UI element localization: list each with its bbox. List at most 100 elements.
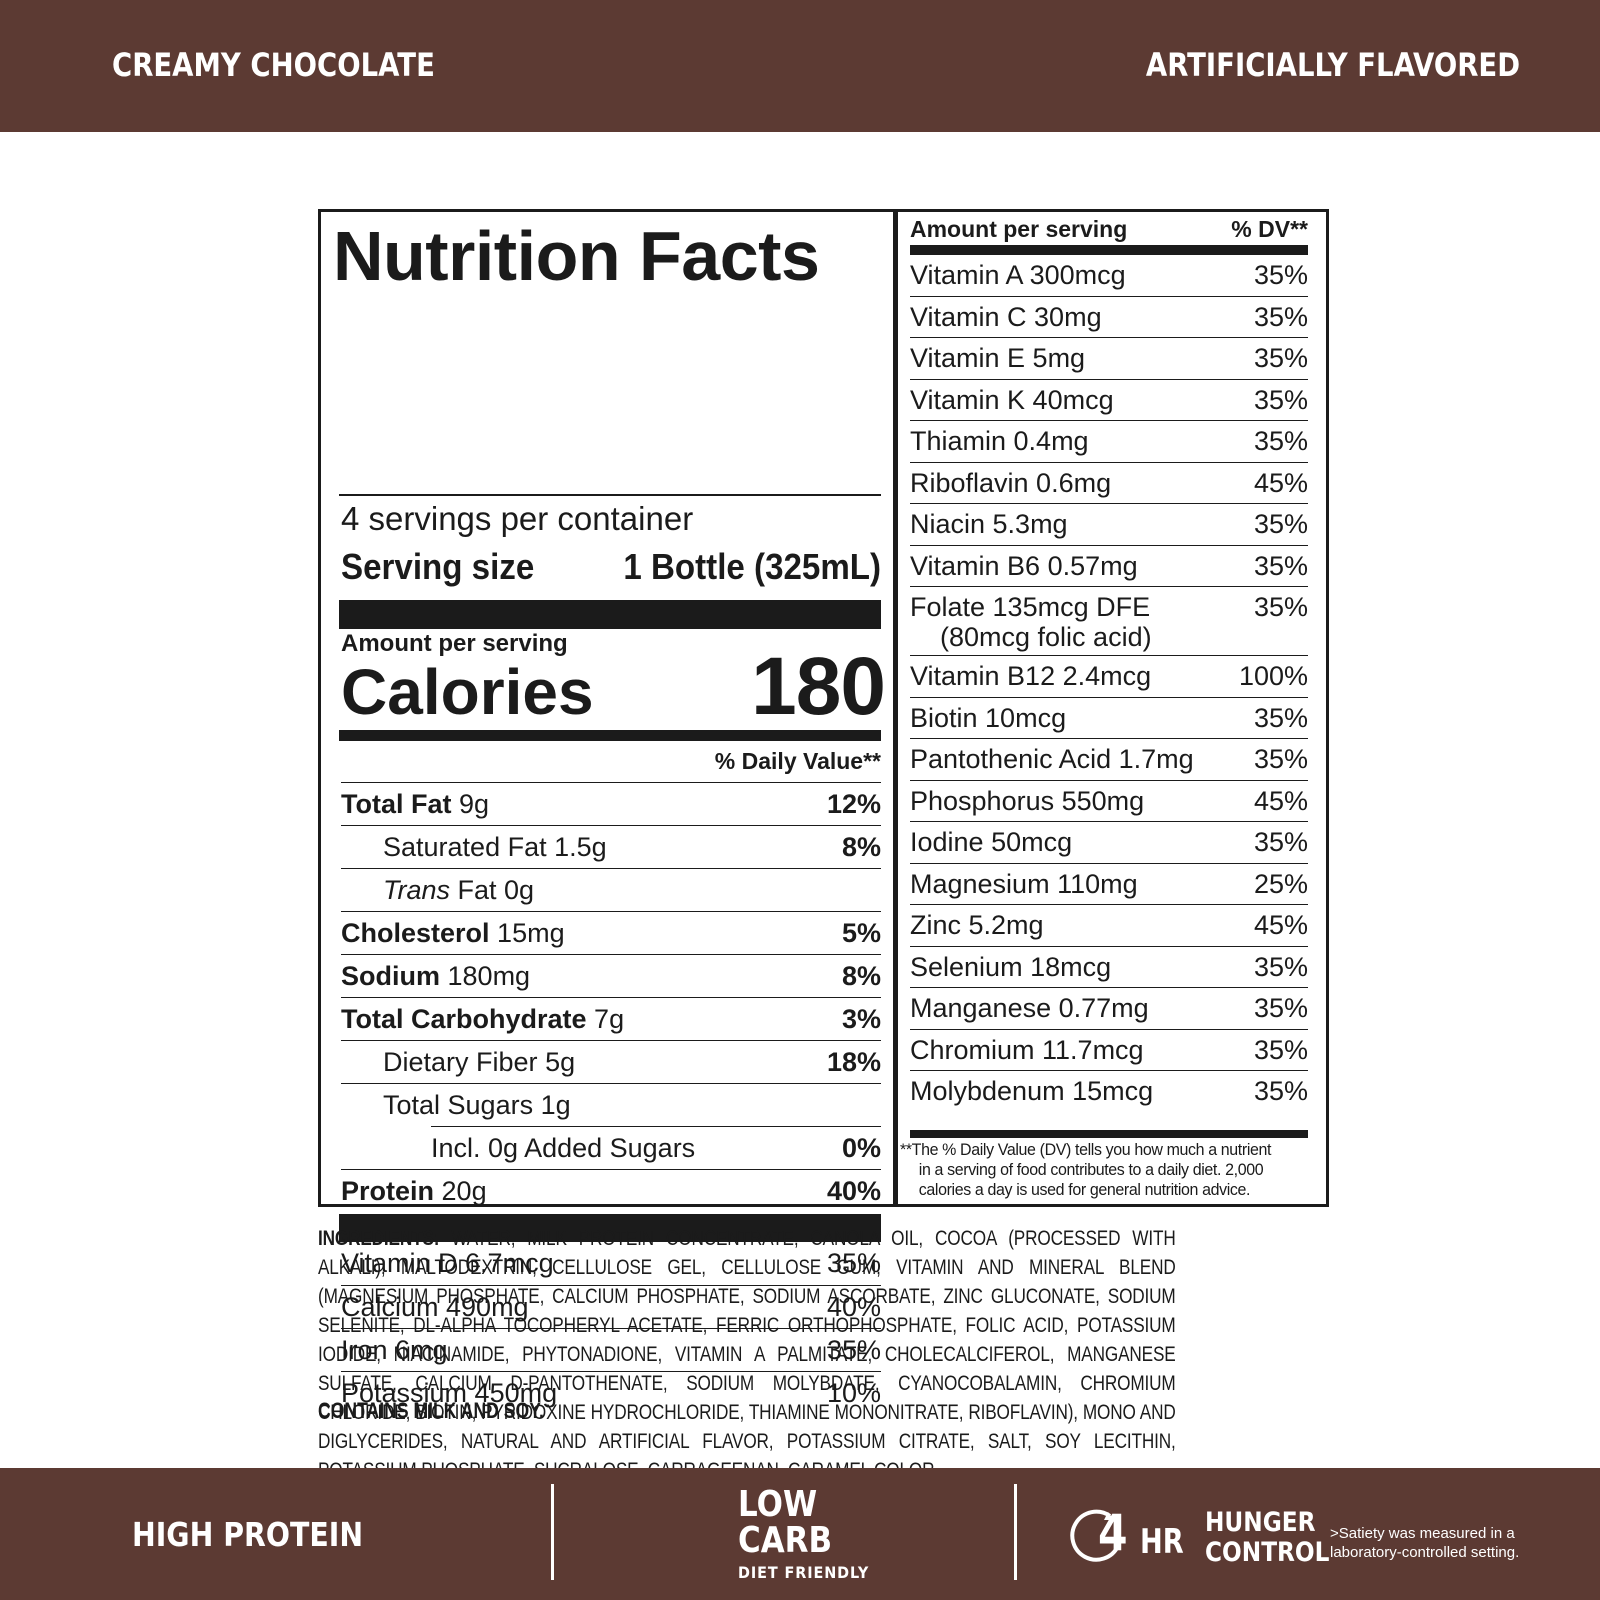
- nutrient-dv: 12%: [826, 788, 881, 819]
- column-divider: [893, 212, 898, 1204]
- nutrient-row-total-fat: Total Fat 9g 12%: [341, 782, 881, 825]
- allergen-statement: CONTAINS MILK AND SOY.: [318, 1398, 544, 1423]
- satiety-disclaimer: >Satiety was measured in a laboratory-co…: [1330, 1524, 1519, 1562]
- low-carb-claim-carb: CARB: [738, 1520, 833, 1561]
- vitamin-dv: 35%: [1253, 993, 1308, 1023]
- ingredients-label: INGREDIENTS:: [318, 1226, 440, 1250]
- mineral-name: Potassium 450mg: [341, 1377, 558, 1408]
- vitamin-dv: 35%: [1253, 1034, 1308, 1065]
- ingredients-text: WATER, MILK PROTEIN CONCENTRATE, CANOLA …: [318, 1226, 1176, 1482]
- mineral-dv: 10%: [826, 1377, 881, 1408]
- top-band: CREAMY CHOCOLATE ARTIFICIALLY FLAVORED: [0, 0, 1600, 132]
- vitamin-name: Molybdenum 15mcg: [910, 1076, 1154, 1106]
- serving-size-row: Serving size 1 Bottle (325mL): [341, 546, 881, 590]
- vitamin-row: Pantothenic Acid 1.7mg 35%: [910, 739, 1308, 781]
- vitamin-name: Magnesium 110mg: [910, 868, 1138, 899]
- mineral-dv: 40%: [826, 1291, 881, 1322]
- vitamins-header-right: % DV**: [1231, 216, 1308, 242]
- vitamin-name: Biotin 10mcg: [910, 702, 1067, 733]
- mineral-row-vitamin-d: Vitamin D 6.7mcg 35%: [341, 1242, 881, 1285]
- mineral-dv: 35%: [826, 1248, 881, 1278]
- vitamin-row: Molybdenum 15mcg 35%: [910, 1071, 1308, 1113]
- vitamin-name: Iodine 50mcg: [910, 827, 1073, 857]
- vitamin-dv: 35%: [1253, 301, 1308, 332]
- mineral-row-potassium: Potassium 450mg 10%: [341, 1371, 881, 1414]
- vitamin-dv: 35%: [1253, 1076, 1308, 1106]
- facts-right-column: Amount per serving % DV** Vitamin A 300m…: [898, 212, 1326, 1204]
- vitamin-dv: 35%: [1253, 426, 1308, 456]
- vitamin-dv: 35%: [1253, 951, 1308, 982]
- bottom-band: [0, 1468, 1600, 1600]
- nutrient-row-protein: Protein 20g 40%: [341, 1169, 881, 1212]
- nutrient-amount: 9g: [459, 788, 490, 819]
- mineral-row-iron: Iron 6mg 35%: [341, 1328, 881, 1371]
- mineral-dv: 35%: [826, 1334, 881, 1365]
- vitamin-name: Vitamin A 300mcg: [910, 260, 1126, 290]
- vitamin-name: Vitamin B12 2.4mcg: [910, 661, 1152, 691]
- hunger-hours-unit: HR: [1140, 1522, 1184, 1562]
- vitamin-row: Vitamin C 30mg 35%: [910, 297, 1308, 338]
- vitamin-row: Biotin 10mcg 35%: [910, 698, 1308, 739]
- nutrient-name: Total Sugars: [383, 1089, 534, 1120]
- nutrient-name: Total Carbohydrate: [341, 1003, 587, 1034]
- vitamin-name: Folate 135mcg DFE: [910, 592, 1151, 622]
- vitamin-dv: 35%: [1253, 260, 1308, 290]
- nutrient-row-sodium: Sodium 180mg 8%: [341, 954, 881, 997]
- vitamin-row: Thiamin 0.4mg 35%: [910, 421, 1308, 463]
- nutrient-name: Trans: [383, 874, 451, 905]
- flavor-note: ARTIFICIALLY FLAVORED: [1145, 46, 1520, 84]
- vitamin-name: Riboflavin 0.6mg: [910, 467, 1112, 498]
- facts-left-column: Nutrition Facts 4 servings per container…: [321, 212, 893, 1408]
- nutrient-amount: Fat 0g: [457, 874, 535, 905]
- vitamin-row: Vitamin A 300mcg 35%: [910, 255, 1308, 297]
- hunger-control-claim-hunger: HUNGER: [1205, 1507, 1316, 1538]
- serving-size-label: Serving size: [341, 546, 535, 587]
- clock-icon: [1070, 1509, 1120, 1562]
- ingredients: INGREDIENTS: WATER, MILK PROTEIN CONCENT…: [318, 1224, 1176, 1485]
- vitamin-name: Vitamin B6 0.57mg: [910, 550, 1138, 581]
- vitamin-name: Selenium 18mcg: [910, 951, 1112, 982]
- vitamin-row: Chromium 11.7mcg 35%: [910, 1030, 1308, 1071]
- calories-label: Calories: [341, 656, 594, 728]
- nutrient-row-dietary-fiber: Dietary Fiber 5g 18%: [341, 1040, 881, 1083]
- nutrient-name: Sodium: [341, 960, 440, 991]
- nutrient-dv: 8%: [841, 960, 881, 991]
- nutrient-dv: 5%: [841, 917, 881, 948]
- vitamin-row: Phosphorus 550mg 45%: [910, 781, 1308, 822]
- nutrient-dv: 3%: [841, 1003, 881, 1034]
- servings-per-container: 4 servings per container: [341, 500, 694, 537]
- vitamin-dv: 25%: [1253, 868, 1308, 899]
- vitamin-name: Zinc 5.2mg: [910, 910, 1044, 940]
- mineral-name: Iron 6mg: [341, 1334, 448, 1365]
- footnote-line: **The % Daily Value (DV) tells you how m…: [900, 1140, 1272, 1159]
- nutrient-row-added-sugars: Incl. 0g Added Sugars 0%: [431, 1126, 881, 1169]
- vitamin-name: Pantothenic Acid 1.7mg: [910, 744, 1194, 774]
- nutrient-amount: 20g: [441, 1175, 487, 1206]
- vitamin-dv: 35%: [1253, 550, 1308, 581]
- medium-divider: [339, 730, 881, 741]
- vitamin-dv: 45%: [1253, 467, 1308, 498]
- nutrient-row-total-sugars: Total Sugars 1g: [341, 1083, 881, 1126]
- facts-title: Nutrition Facts: [333, 217, 820, 295]
- nutrient-name: Total Fat: [341, 788, 452, 819]
- nutrient-dv: 0%: [841, 1132, 881, 1163]
- diet-friendly-claim: DIET FRIENDLY: [738, 1563, 870, 1582]
- vitamin-name: Vitamin K 40mcg: [910, 384, 1114, 415]
- vitamin-row: Vitamin B12 2.4mcg 100%: [910, 656, 1308, 698]
- vitamins-header-left: Amount per serving: [910, 216, 1128, 242]
- vitamin-row: Vitamin E 5mg 35%: [910, 338, 1308, 380]
- footnote-line: in a serving of food contributes to a da…: [918, 1160, 1264, 1179]
- nutrient-amount: 180mg: [447, 960, 531, 991]
- vitamin-dv: 35%: [1253, 509, 1308, 539]
- vitamin-dv: 35%: [1253, 827, 1308, 857]
- amount-per-serving: Amount per serving: [341, 630, 568, 657]
- nutrient-dv: 18%: [826, 1046, 881, 1077]
- claim-divider: [1014, 1484, 1017, 1580]
- serving-size-value: 1 Bottle (325mL): [623, 546, 882, 587]
- vitamin-dv: 35%: [1253, 343, 1308, 373]
- vitamin-dv: 35%: [1253, 744, 1308, 774]
- hunger-hours-number: 4: [1098, 1504, 1128, 1562]
- divider: [339, 494, 881, 496]
- daily-value-header: % Daily Value**: [714, 748, 881, 774]
- vitamin-name: Niacin 5.3mg: [910, 509, 1068, 539]
